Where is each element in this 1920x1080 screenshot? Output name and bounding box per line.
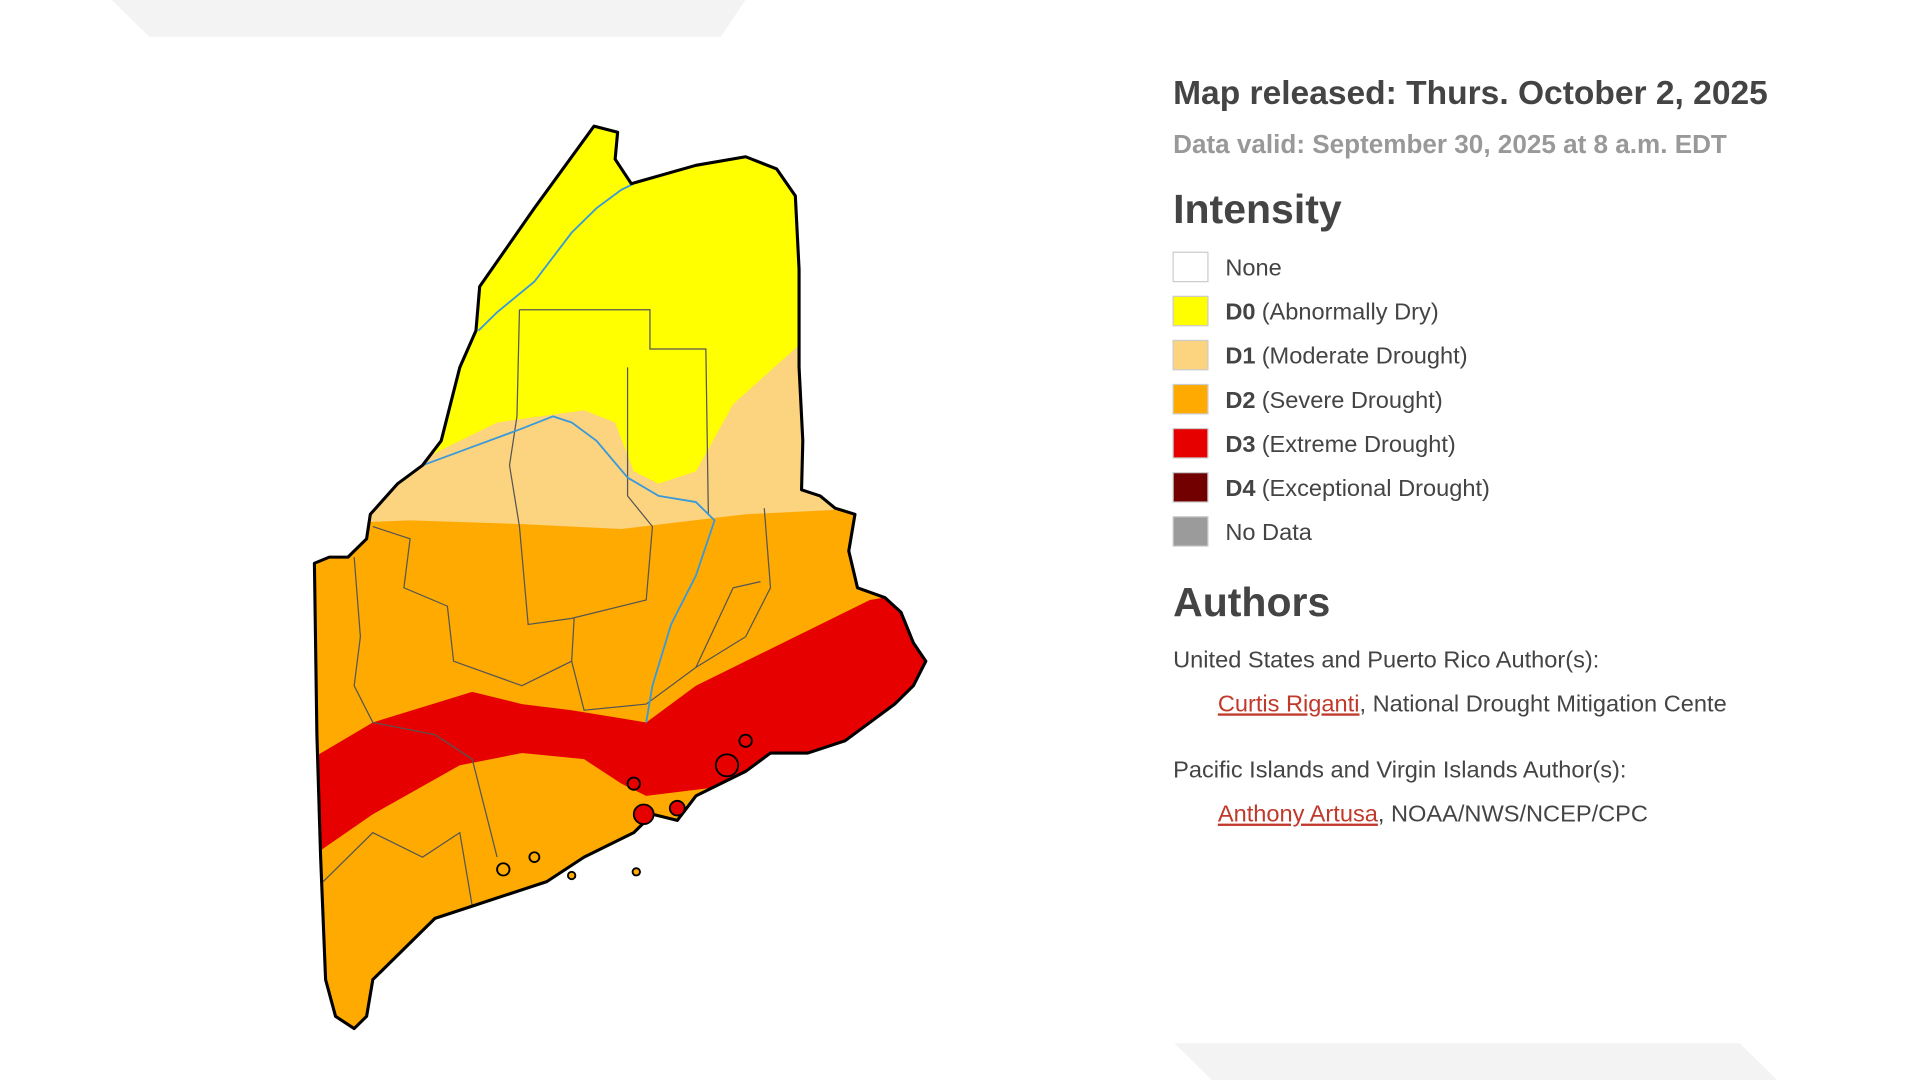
islands — [496, 851, 641, 881]
author-affiliation: , NOAA/NWS/NCEP/CPC — [1378, 801, 1648, 827]
legend-text: (Moderate Drought) — [1262, 343, 1468, 369]
author-heading: Pacific Islands and Virgin Islands Autho… — [1173, 757, 1626, 783]
legend-swatch — [1172, 295, 1209, 327]
author-heading: United States and Puerto Rico Author(s): — [1173, 647, 1599, 673]
river — [477, 176, 647, 332]
state-outline — [312, 124, 928, 1031]
decor — [111, 0, 746, 37]
legend-swatch — [1172, 251, 1209, 283]
county-lines — [322, 309, 772, 907]
legend-text: No Data — [1225, 519, 1313, 545]
legend: None D0 (Abnormally Dry) D1 (Moderate Drough… — [1172, 251, 1490, 547]
legend-label: D4 (Exceptional Drought) — [1225, 475, 1490, 501]
legend-code: D3 — [1225, 431, 1255, 457]
map-released: Map released: Thurs. October 2, 2025 — [1173, 75, 1768, 112]
legend-code: D1 — [1225, 343, 1255, 369]
legend-code: D2 — [1225, 387, 1255, 413]
author-line: Anthony Artusa, NOAA/NWS/NCEP/CPC — [1218, 801, 1648, 827]
legend-code: D0 — [1225, 299, 1255, 325]
author-link[interactable]: Anthony Artusa — [1218, 801, 1379, 827]
legend-label: D1 (Moderate Drought) — [1225, 343, 1467, 369]
author-affiliation: , National Drought Mitigation Cente — [1359, 691, 1726, 717]
legend-swatch — [1172, 472, 1209, 503]
legend-swatch — [1172, 427, 1209, 459]
legend-text: (Severe Drought) — [1262, 387, 1443, 413]
legend-text: (Abnormally Dry) — [1262, 299, 1439, 325]
river — [422, 415, 716, 723]
legend-swatch — [1172, 516, 1209, 547]
authors-title: Authors — [1173, 579, 1330, 625]
legend-code: D4 — [1225, 475, 1255, 501]
islands — [626, 733, 753, 825]
legend-text: (Exceptional Drought) — [1262, 475, 1490, 501]
legend-label: No Data — [1225, 519, 1313, 545]
data-valid: Data valid: September 30, 2025 at 8 a.m.… — [1173, 131, 1727, 159]
legend-title: Intensity — [1173, 186, 1342, 232]
legend-text: (Extreme Drought) — [1262, 431, 1456, 457]
legend-text: None — [1225, 255, 1281, 281]
author-link[interactable]: Curtis Riganti — [1218, 691, 1360, 717]
legend-swatch — [1172, 339, 1209, 371]
legend-swatch — [1172, 383, 1209, 415]
authors: United States and Puerto Rico Author(s):… — [1173, 647, 1727, 827]
drought-map — [314, 126, 926, 1029]
legend-label: None — [1225, 255, 1281, 281]
legend-label: D2 (Severe Drought) — [1225, 387, 1442, 413]
legend-label: D0 (Abnormally Dry) — [1225, 299, 1438, 325]
decor — [1174, 1043, 1778, 1080]
author-line: Curtis Riganti, National Drought Mitigat… — [1218, 691, 1727, 717]
legend-label: D3 (Extreme Drought) — [1225, 431, 1455, 457]
